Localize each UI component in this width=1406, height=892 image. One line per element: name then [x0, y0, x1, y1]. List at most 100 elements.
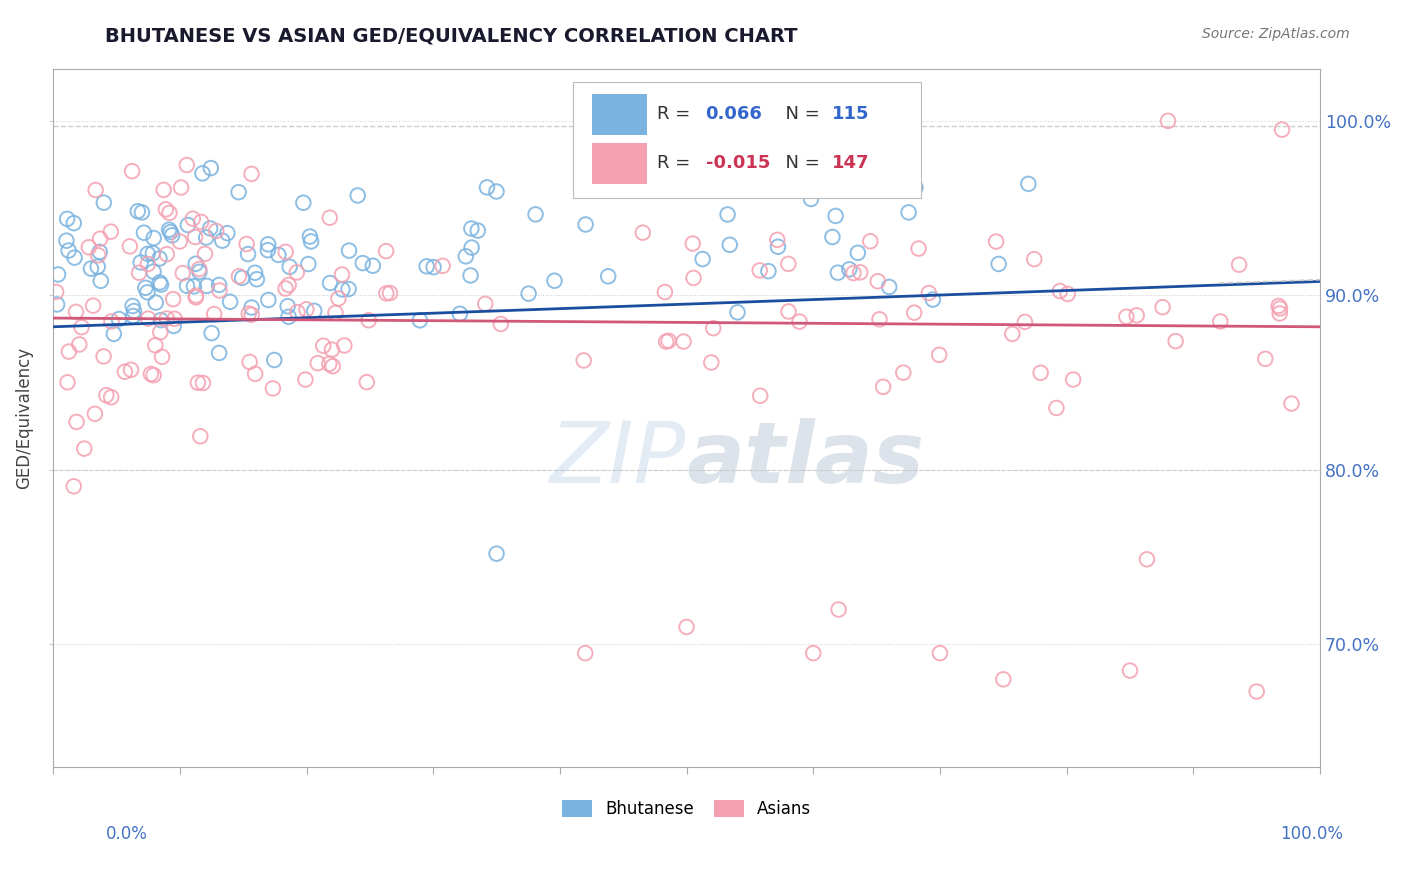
Point [352, 256, 374, 270]
Point [93, 195, 115, 210]
Point [801, 646, 824, 660]
Point [56, 211, 79, 226]
Point [1281, 396, 1303, 410]
Point [150, 350, 173, 364]
Point [361, 259, 384, 273]
Point [295, 302, 318, 317]
Point [202, 307, 225, 321]
Point [277, 299, 299, 313]
Point [827, 266, 849, 280]
Point [749, 389, 772, 403]
Point [274, 281, 297, 295]
Point [904, 180, 927, 194]
Point [325, 306, 347, 320]
Point [128, 266, 150, 280]
Point [188, 262, 211, 277]
Point [181, 211, 204, 226]
Point [142, 246, 165, 260]
Text: 0.066: 0.066 [706, 105, 762, 123]
Point [1014, 315, 1036, 329]
Point [897, 205, 920, 219]
Point [142, 231, 165, 245]
Point [800, 192, 823, 206]
Point [191, 166, 214, 180]
Point [485, 547, 508, 561]
Point [1267, 299, 1289, 313]
Point [285, 265, 308, 279]
Point [149, 325, 172, 339]
Point [86, 260, 108, 274]
Point [145, 295, 167, 310]
Point [267, 248, 290, 262]
Point [292, 195, 315, 210]
Point [190, 215, 212, 229]
Point [824, 209, 846, 223]
Point [211, 234, 233, 248]
Point [114, 365, 136, 379]
Point [1125, 309, 1147, 323]
Point [655, 334, 678, 349]
Legend: Bhutanese, Asians: Bhutanese, Asians [555, 793, 818, 824]
Point [121, 299, 143, 313]
Point [46, 268, 69, 282]
Point [80, 261, 103, 276]
Point [156, 311, 179, 326]
Point [100, 314, 122, 328]
Point [1157, 114, 1180, 128]
Point [517, 286, 540, 301]
Point [89, 232, 111, 246]
Point [201, 326, 224, 340]
Point [375, 286, 398, 301]
Text: 115: 115 [832, 105, 870, 123]
Point [727, 305, 749, 319]
Point [984, 235, 1007, 249]
Text: atlas: atlas [686, 418, 925, 501]
Point [846, 245, 869, 260]
Point [692, 252, 714, 266]
Point [475, 180, 498, 194]
Point [449, 307, 471, 321]
Text: BHUTANESE VS ASIAN GED/EQUIVALENCY CORRELATION CHART: BHUTANESE VS ASIAN GED/EQUIVALENCY CORRE… [105, 27, 799, 45]
Point [332, 282, 354, 296]
Point [278, 260, 301, 274]
Point [716, 207, 738, 221]
Point [183, 279, 205, 293]
Point [1271, 122, 1294, 136]
Point [127, 204, 149, 219]
Text: 147: 147 [832, 153, 870, 172]
Point [163, 311, 186, 326]
Point [778, 257, 800, 271]
Point [228, 185, 250, 199]
Point [121, 164, 143, 178]
Point [299, 235, 322, 249]
Point [298, 229, 321, 244]
Point [122, 309, 145, 323]
Point [159, 225, 181, 239]
Point [184, 257, 207, 271]
Point [1001, 326, 1024, 341]
Point [195, 230, 218, 244]
Text: ZIP: ZIP [550, 418, 686, 501]
Point [184, 230, 207, 244]
Point [152, 183, 174, 197]
Point [45, 285, 67, 299]
Point [302, 303, 325, 318]
Point [1136, 552, 1159, 566]
Point [136, 311, 159, 326]
Point [1152, 300, 1174, 314]
Point [907, 242, 929, 256]
Text: N =: N = [773, 153, 825, 172]
Point [191, 376, 214, 390]
Point [90, 274, 112, 288]
Point [177, 218, 200, 232]
Point [543, 274, 565, 288]
Point [73, 442, 96, 456]
Point [257, 237, 280, 252]
Point [766, 240, 789, 254]
Point [1209, 314, 1232, 328]
Point [474, 297, 496, 311]
Point [243, 367, 266, 381]
Point [1254, 351, 1277, 366]
Point [108, 312, 131, 326]
Point [631, 226, 654, 240]
